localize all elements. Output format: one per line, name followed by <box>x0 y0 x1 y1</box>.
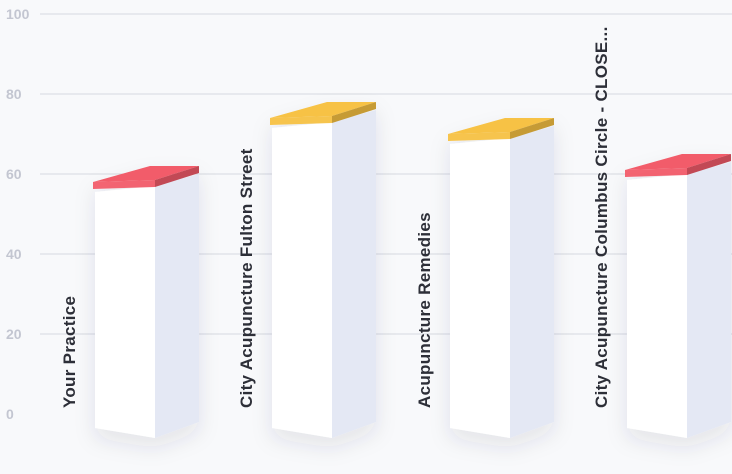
bar-top-cap <box>93 166 199 182</box>
bar-front-face <box>272 122 332 438</box>
y-tick-label: 40 <box>6 246 22 262</box>
bar-cap-side <box>332 102 376 123</box>
bar-top-cap <box>625 154 731 170</box>
category-label: City Acupuncture Fulton Street <box>237 148 256 408</box>
category-label: City Acupuncture Columbus Circle - CLOSE… <box>592 26 611 408</box>
bar <box>448 118 554 438</box>
y-axis: 0 20 40 60 80 100 <box>6 6 30 422</box>
bar-front-face <box>450 138 510 438</box>
bar-cap-side <box>687 154 731 175</box>
bar <box>93 166 199 438</box>
bar-side-face <box>687 162 731 438</box>
bar-cap-front <box>448 132 510 141</box>
y-tick-label: 100 <box>6 6 30 22</box>
bar-top-cap <box>270 102 376 118</box>
bar <box>625 154 731 438</box>
y-tick-label: 80 <box>6 86 22 102</box>
bar-side-face <box>510 126 554 438</box>
y-tick-label: 0 <box>6 406 14 422</box>
bar <box>270 102 376 438</box>
category-label: Acupuncture Remedies <box>415 212 434 408</box>
bar-top-cap <box>448 118 554 134</box>
bar-cap-front <box>270 116 332 125</box>
category-label: Your Practice <box>60 296 79 408</box>
bar-side-face <box>155 174 199 438</box>
y-tick-label: 60 <box>6 166 22 182</box>
bar-cap-side <box>510 118 554 139</box>
bar-front-face <box>627 174 687 438</box>
bar-side-face <box>332 110 376 438</box>
bar-labels: Your Practice City Acupuncture Fulton Str… <box>60 26 611 408</box>
y-tick-label: 20 <box>6 326 22 342</box>
bar-cap-front <box>93 180 155 189</box>
bars <box>93 102 731 438</box>
bar-front-face <box>95 186 155 438</box>
bar-cap-side <box>155 166 199 187</box>
bar-cap-front <box>625 168 687 177</box>
